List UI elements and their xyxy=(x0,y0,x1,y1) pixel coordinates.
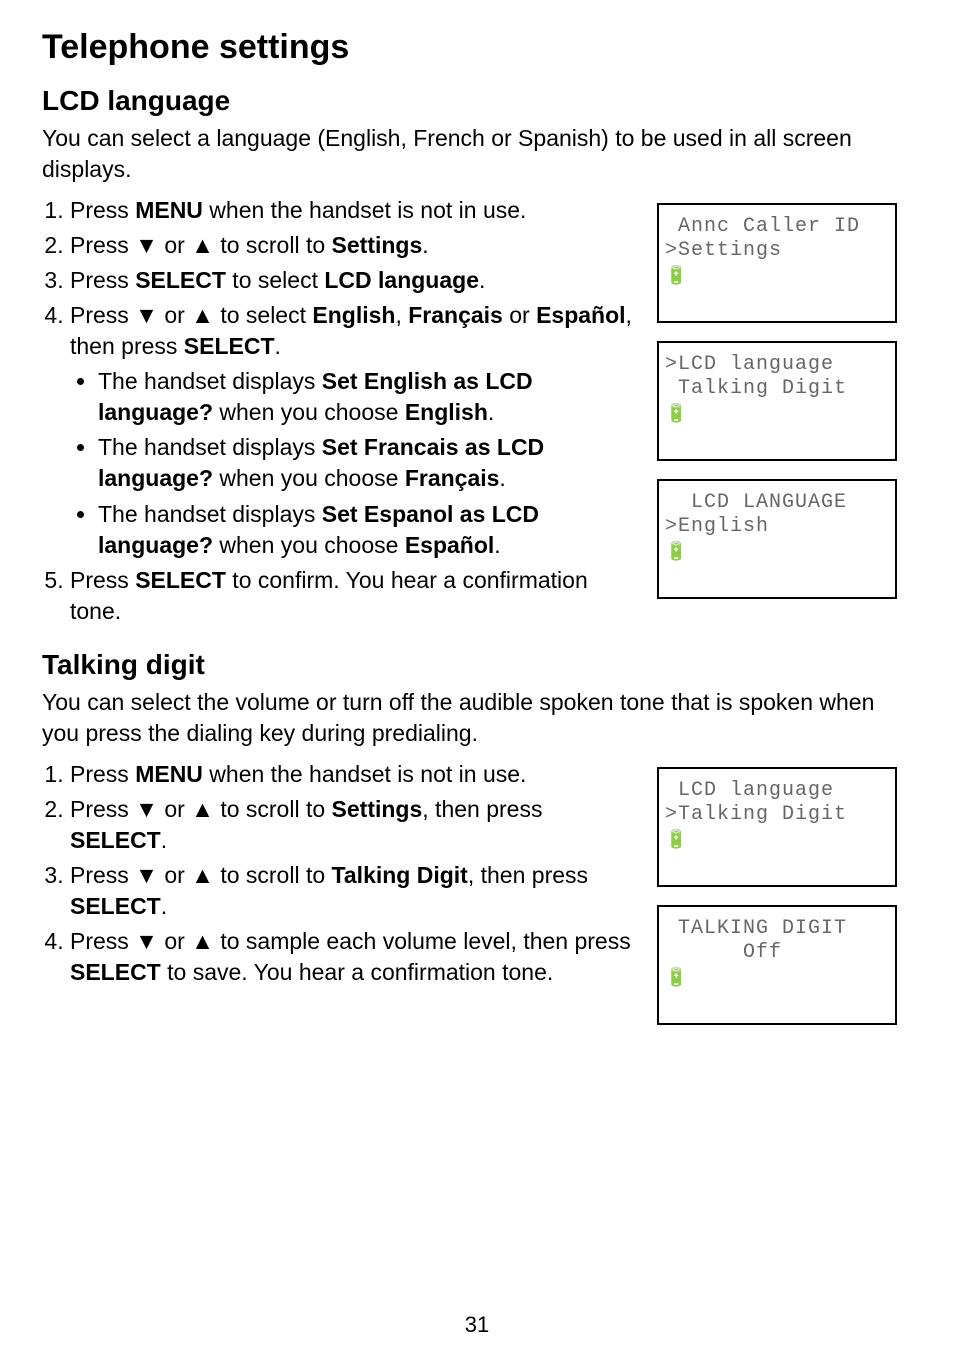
steps-list-talking-digit: Press MENU when the handset is not in us… xyxy=(42,759,637,988)
lcd-line: >Settings xyxy=(665,239,889,263)
battery-icon: 🔋 xyxy=(665,967,687,989)
lcd-line: TALKING DIGIT xyxy=(665,917,889,941)
sub-bullet: The handset displays Set Francais as LCD… xyxy=(98,432,637,494)
lcd-line: Off xyxy=(665,941,889,965)
lcd-screen: >LCD language Talking Digit 🔋 xyxy=(657,341,897,461)
page-title: Telephone settings xyxy=(42,28,912,67)
step-item: Press MENU when the handset is not in us… xyxy=(70,195,637,226)
steps-column: Press MENU when the handset is not in us… xyxy=(42,195,637,649)
step-item: Press ▼ or ▲ to scroll to Talking Digit,… xyxy=(70,860,637,922)
battery-icon: 🔋 xyxy=(665,403,687,425)
lcd-screen: LCD language >Talking Digit 🔋 xyxy=(657,767,897,887)
section-heading-lcd-language: LCD language xyxy=(42,85,912,117)
section-body-lcd-language: Press MENU when the handset is not in us… xyxy=(42,195,912,649)
step-item: Press ▼ or ▲ to scroll to Settings. xyxy=(70,230,637,261)
lcd-line: Talking Digit xyxy=(665,377,889,401)
step-item: Press SELECT to select LCD language. xyxy=(70,265,637,296)
steps-list-lcd-language: Press MENU when the handset is not in us… xyxy=(42,195,637,627)
lcd-line: >English xyxy=(665,515,889,539)
battery-icon: 🔋 xyxy=(665,541,687,563)
lcd-line: >Talking Digit xyxy=(665,803,889,827)
lcd-column: Annc Caller ID >Settings 🔋 >LCD language… xyxy=(657,195,912,649)
lcd-screen: TALKING DIGIT Off 🔋 xyxy=(657,905,897,1025)
lcd-line: LCD language xyxy=(665,779,889,803)
section-heading-talking-digit: Talking digit xyxy=(42,649,912,681)
step-item: Press ▼ or ▲ to scroll to Settings, then… xyxy=(70,794,637,856)
section-body-talking-digit: Press MENU when the handset is not in us… xyxy=(42,759,912,1043)
step-item: Press MENU when the handset is not in us… xyxy=(70,759,637,790)
sub-bullet: The handset displays Set English as LCD … xyxy=(98,366,637,428)
lcd-line: Annc Caller ID xyxy=(665,215,889,239)
lcd-line: LCD LANGUAGE xyxy=(665,491,889,515)
lcd-line: >LCD language xyxy=(665,353,889,377)
battery-icon: 🔋 xyxy=(665,829,687,851)
page-container: Telephone settings LCD language You can … xyxy=(0,0,954,1354)
page-number: 31 xyxy=(0,1312,954,1338)
step-item: Press ▼ or ▲ to select English, Français… xyxy=(70,300,637,560)
step-item: Press SELECT to confirm. You hear a conf… xyxy=(70,565,637,627)
lcd-screen: LCD LANGUAGE >English 🔋 xyxy=(657,479,897,599)
lcd-screen: Annc Caller ID >Settings 🔋 xyxy=(657,203,897,323)
lcd-column: LCD language >Talking Digit 🔋 TALKING DI… xyxy=(657,759,912,1043)
steps-column: Press MENU when the handset is not in us… xyxy=(42,759,637,1043)
intro-lcd-language: You can select a language (English, Fren… xyxy=(42,123,912,185)
battery-icon: 🔋 xyxy=(665,265,687,287)
sub-bullet: The handset displays Set Espanol as LCD … xyxy=(98,499,637,561)
step-item: Press ▼ or ▲ to sample each volume level… xyxy=(70,926,637,988)
intro-talking-digit: You can select the volume or turn off th… xyxy=(42,687,912,749)
sub-bullet-list: The handset displays Set English as LCD … xyxy=(70,366,637,560)
